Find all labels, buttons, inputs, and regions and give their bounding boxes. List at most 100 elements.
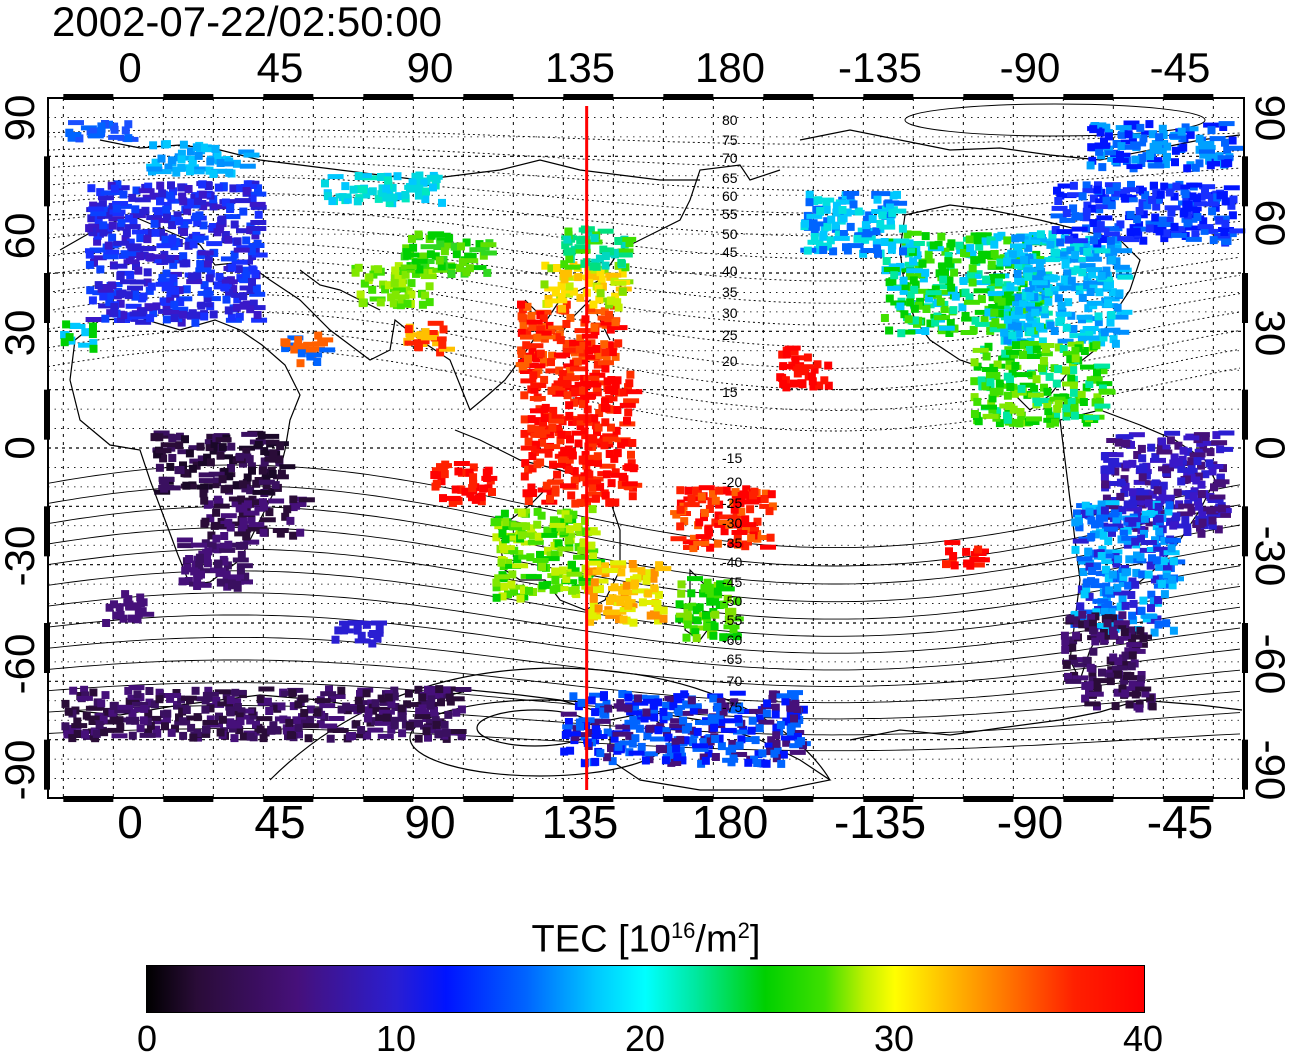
- tec-cell: [552, 586, 569, 592]
- tec-cell: [1211, 440, 1228, 446]
- tec-cell: [562, 300, 571, 309]
- tec-cell: [153, 255, 162, 264]
- tec-cell: [563, 275, 580, 281]
- tec-cell: [384, 281, 393, 290]
- tec-cell: [259, 528, 268, 537]
- tec-cell: [1187, 474, 1196, 482]
- tec-cell: [1089, 626, 1098, 635]
- tec-cell: [198, 461, 215, 467]
- tec-cell: [277, 469, 286, 478]
- top-lon-tick: 180: [694, 44, 766, 91]
- tec-cell: [426, 701, 435, 710]
- tec-cell: [973, 362, 982, 371]
- tec-cell: [111, 733, 128, 739]
- tec-cell: [560, 747, 569, 756]
- tec-cell: [212, 696, 221, 705]
- tec-cell: [235, 453, 252, 459]
- bottom-lon-tick: 180: [691, 796, 769, 848]
- tec-cell: [741, 515, 750, 524]
- tec-cell: [1197, 192, 1206, 201]
- tec-cell: [268, 498, 285, 504]
- tec-cell: [574, 396, 583, 405]
- tec-cell: [592, 383, 601, 392]
- tec-cell: [1050, 286, 1067, 292]
- tec-cell: [1014, 306, 1023, 315]
- tec-cell: [982, 413, 999, 419]
- tec-cell: [987, 260, 996, 269]
- tec-cell: [519, 321, 528, 330]
- tec-cell: [675, 600, 684, 609]
- tec-cell: [801, 219, 809, 228]
- tec-cell: [425, 282, 434, 291]
- tec-cell: [743, 499, 760, 505]
- tec-cell: [221, 279, 238, 285]
- tec-cell: [1109, 335, 1118, 344]
- top-lon-tick: 0: [118, 44, 142, 91]
- tec-cell: [178, 577, 187, 586]
- tec-cell: [1073, 265, 1082, 274]
- tec-cell: [594, 604, 603, 613]
- tec-cell: [1163, 562, 1171, 571]
- tec-cell: [665, 745, 674, 754]
- tec-cell: [624, 693, 633, 702]
- tec-cell: [171, 724, 179, 733]
- tec-cell: [251, 317, 268, 323]
- tec-cell: [329, 694, 346, 699]
- tec-cell: [606, 597, 614, 606]
- tec-cell: [437, 262, 446, 271]
- tec-cell: [1158, 124, 1167, 133]
- tec-cell: [799, 741, 807, 750]
- tec-cell: [1071, 346, 1080, 355]
- tec-cell: [230, 734, 239, 743]
- tec-cell: [558, 451, 575, 457]
- tec-cell: [206, 157, 215, 166]
- tec-cell: [289, 495, 298, 504]
- tec-cell: [945, 276, 954, 285]
- tec-cell: [601, 348, 610, 357]
- tec-cell: [224, 306, 233, 315]
- left-lat-tick: -60: [0, 633, 43, 695]
- tec-cell: [1128, 134, 1137, 143]
- tec-cell: [98, 195, 114, 201]
- tec-cell: [908, 329, 925, 334]
- tec-cell: [549, 406, 558, 415]
- tec-cell: [1143, 489, 1152, 498]
- tec-cell: [209, 310, 218, 319]
- tec-cell: [363, 731, 372, 740]
- tec-cell: [454, 467, 463, 476]
- tec-cell: [560, 447, 577, 453]
- tec-cell: [421, 335, 437, 341]
- tec-cell: [1106, 241, 1115, 250]
- tec-cell: [1107, 452, 1124, 458]
- tec-cell: [585, 346, 593, 355]
- tec-cell: [768, 502, 777, 511]
- tec-cell: [1052, 411, 1061, 420]
- tec-cell: [782, 350, 791, 359]
- tec-cell: [618, 287, 627, 296]
- tec-cell: [462, 258, 479, 264]
- tec-cell: [515, 550, 524, 558]
- tec-cell: [355, 173, 372, 179]
- tec-cell: [149, 141, 158, 150]
- tec-cell: [1106, 318, 1115, 327]
- tec-cell: [252, 720, 260, 729]
- tec-cell: [535, 330, 552, 336]
- tec-cell: [1128, 432, 1145, 438]
- tec-cell: [625, 239, 634, 248]
- tec-cell: [1008, 369, 1017, 378]
- tec-cell: [181, 469, 190, 478]
- tec-cell: [259, 734, 268, 743]
- tec-cell: [1024, 243, 1033, 252]
- coastline: [799, 129, 1241, 161]
- tec-cell: [1126, 228, 1135, 237]
- tec-cell: [353, 197, 362, 206]
- tec-cell: [1071, 226, 1088, 232]
- tec-cell: [1066, 246, 1075, 255]
- tec-cell: [1123, 120, 1140, 126]
- tec-cell: [810, 228, 819, 237]
- tec-cell: [565, 367, 574, 375]
- tec-cell: [1096, 632, 1105, 641]
- tec-cell: [419, 268, 428, 277]
- tec-cell: [1174, 441, 1183, 450]
- tec-cell: [421, 195, 430, 204]
